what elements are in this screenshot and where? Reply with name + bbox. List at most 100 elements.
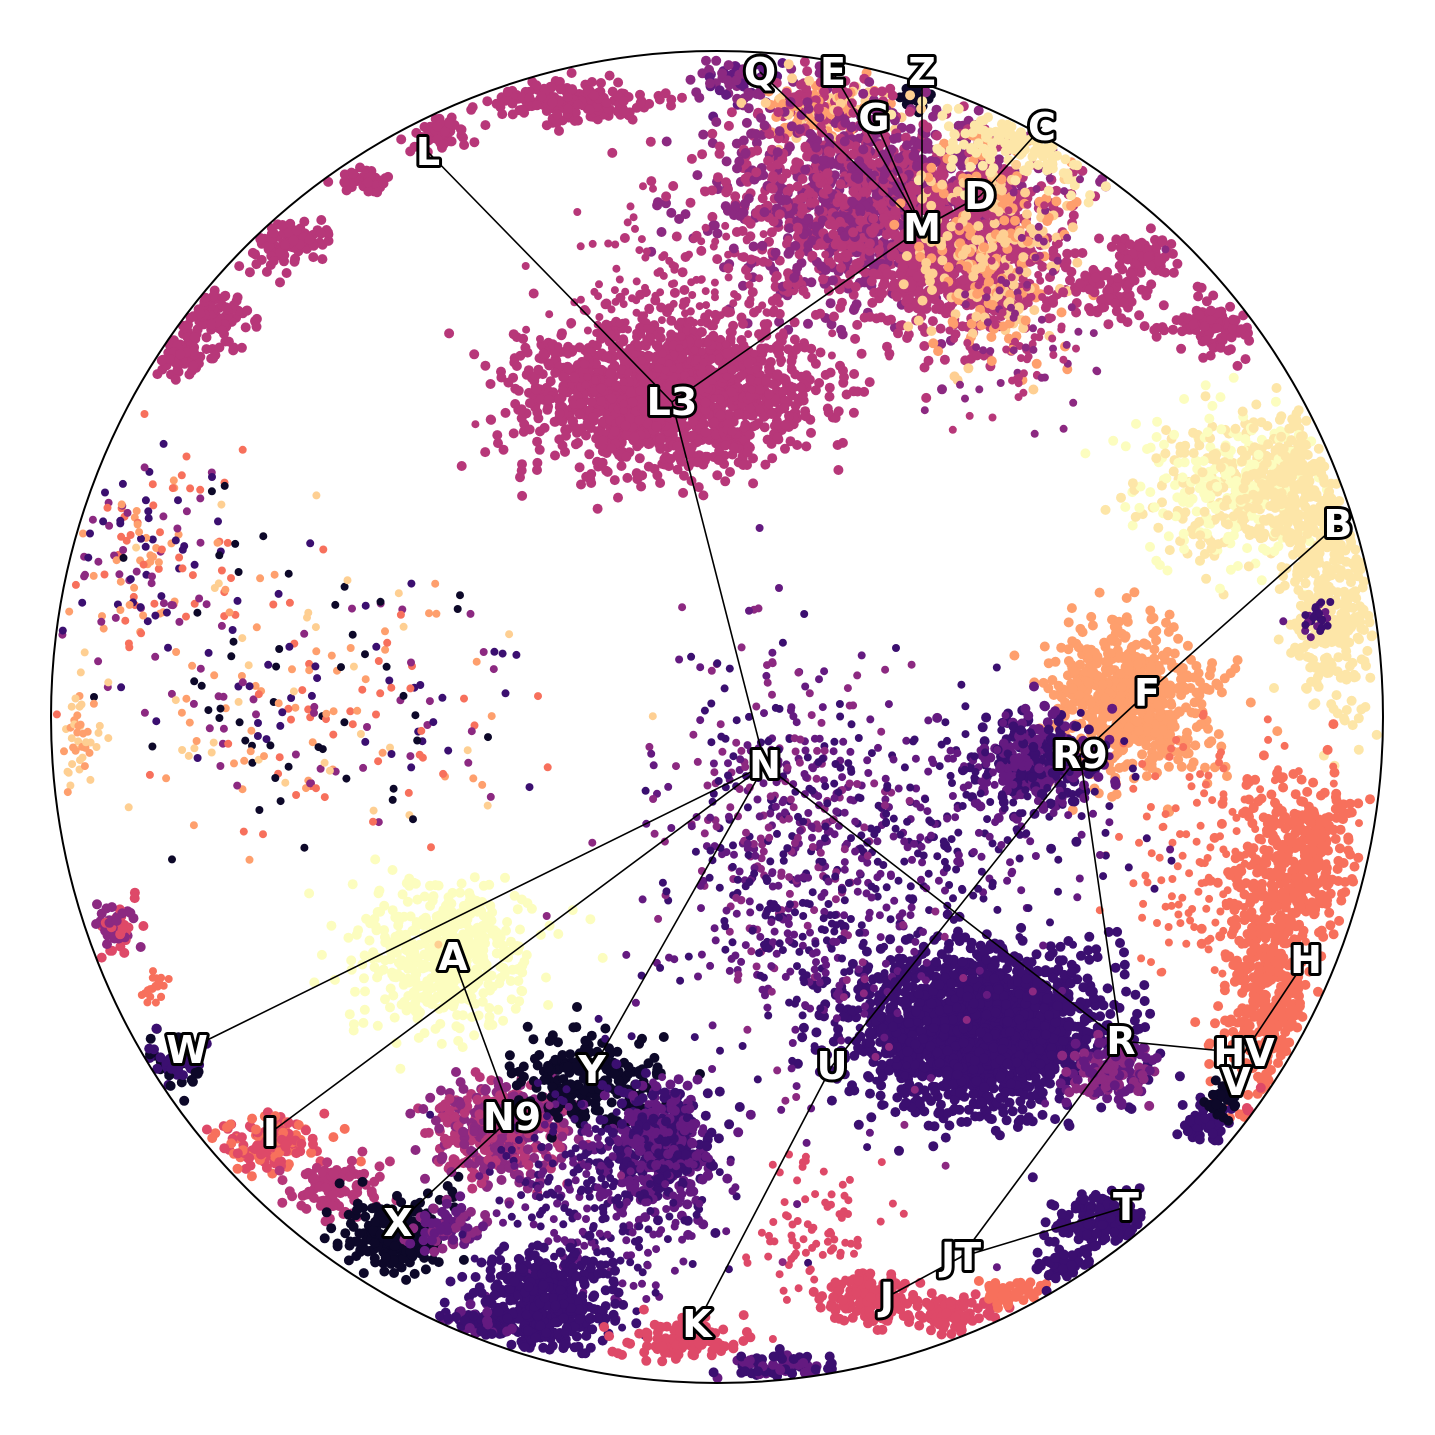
data-point [849, 302, 860, 313]
data-point [1146, 279, 1157, 290]
data-point [628, 294, 636, 303]
data-point [746, 254, 757, 265]
data-point [999, 215, 1010, 226]
data-point [524, 398, 535, 409]
data-point [720, 440, 731, 451]
data-point [700, 186, 708, 195]
data-point [676, 354, 685, 363]
data-point [1060, 154, 1071, 165]
data-point [803, 213, 814, 224]
data-point [627, 397, 638, 408]
data-point [697, 318, 705, 327]
data-point [1049, 351, 1058, 359]
data-point [1029, 345, 1038, 354]
data-point [814, 68, 825, 79]
data-point [721, 156, 732, 167]
data-point [1002, 195, 1013, 206]
data-point [847, 196, 858, 207]
data-point [783, 59, 794, 70]
data-point [972, 343, 981, 352]
data-point [591, 376, 599, 385]
data-point [812, 172, 823, 183]
data-point [837, 297, 847, 308]
data-point [635, 246, 644, 255]
data-point [687, 430, 697, 441]
data-point [839, 136, 850, 147]
data-point [621, 287, 630, 296]
data-point [958, 275, 969, 285]
data-point [911, 161, 922, 172]
data-point [1043, 185, 1054, 196]
data-point [882, 341, 892, 352]
data-point [975, 252, 986, 263]
data-point [1177, 326, 1188, 337]
data-point [1094, 233, 1104, 244]
data-point [864, 77, 875, 87]
data-point [651, 291, 660, 300]
data-point [595, 280, 603, 289]
data-point [920, 406, 929, 415]
data-point [759, 207, 770, 218]
data-point [926, 326, 937, 336]
data-point [644, 438, 655, 449]
data-point [1119, 297, 1130, 308]
data-point [988, 413, 997, 422]
data-point [923, 355, 934, 366]
data-point [721, 221, 730, 230]
data-point [919, 341, 930, 351]
data-point [1024, 352, 1033, 361]
data-point [1141, 290, 1152, 301]
data-point [938, 188, 949, 199]
data-point [700, 427, 711, 438]
data-point [1068, 210, 1079, 221]
data-point [492, 430, 503, 441]
data-point [520, 342, 531, 353]
data-point [837, 329, 848, 340]
data-point [1010, 215, 1020, 226]
data-point [619, 300, 628, 309]
data-point [840, 76, 851, 86]
data-point [781, 195, 792, 205]
data-point [787, 362, 796, 371]
data-point [510, 399, 521, 409]
data-point [649, 184, 657, 193]
data-point [864, 238, 875, 249]
data-point [678, 487, 689, 498]
data-point [637, 330, 646, 339]
data-point [554, 408, 565, 419]
data-point [688, 291, 697, 299]
data-point [1124, 239, 1135, 250]
data-point [583, 373, 592, 382]
data-point [982, 293, 991, 302]
data-point [833, 406, 844, 417]
data-point [645, 136, 656, 147]
data-point [1014, 373, 1023, 382]
data-point [656, 227, 667, 237]
data-point [707, 211, 718, 222]
data-point [528, 288, 539, 299]
data-point [950, 335, 959, 344]
data-point [821, 250, 830, 259]
data-point [822, 403, 833, 414]
data-point [804, 75, 815, 86]
data-point [656, 302, 667, 313]
data-point [1067, 222, 1078, 233]
data-point [596, 396, 607, 407]
data-point [937, 110, 948, 121]
data-point [780, 374, 791, 385]
data-point [619, 399, 628, 408]
data-point [767, 453, 778, 464]
data-point [1004, 206, 1013, 215]
data-point [646, 176, 657, 187]
data-point [1072, 257, 1083, 268]
data-point [532, 465, 542, 475]
data-point [855, 215, 866, 226]
data-point [569, 372, 580, 383]
data-point [550, 450, 560, 461]
data-point [870, 222, 881, 233]
data-point [1060, 187, 1069, 196]
data-point [949, 129, 960, 139]
data-point [570, 439, 581, 450]
data-point [844, 214, 855, 224]
data-point [1168, 267, 1179, 278]
